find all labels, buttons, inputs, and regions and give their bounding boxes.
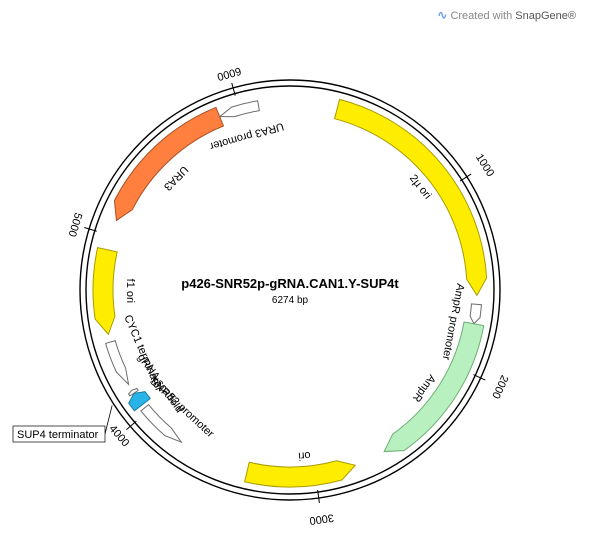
callout: SUP4 terminator [13,405,112,442]
feature-2μ-ori [335,99,487,295]
callout-label: SUP4 terminator [17,429,99,441]
tick-label: 4000 [106,423,131,449]
feature-ori [245,461,356,487]
label-f1-ori: f1 ori [124,279,136,304]
tick-label: 6000 [216,64,243,82]
label-ura3: URA3 [161,163,190,192]
credit-prefix: Created with [450,10,512,22]
plasmid-map: 100020003000400050006000 2µ oriAmpR prom… [5,30,589,530]
plasmid-size: 6274 bp [272,295,309,306]
feature-cyc1-terminator [106,341,129,385]
feature-ura3-promoter [220,101,259,117]
credit-line: ∿ Created with SnapGene® [437,8,576,22]
tick-label: 3000 [309,511,335,526]
feature-ampr-promoter [470,304,481,324]
label-ori: ori [298,449,311,462]
center-text: p426-SNR52p-gRNA.CAN1.Y-SUP4t 6274 bp [181,276,399,306]
plasmid-title: p426-SNR52p-gRNA.CAN1.Y-SUP4t [181,276,399,291]
credit-brand: SnapGene [515,10,568,22]
tick-label: 5000 [65,211,84,238]
feature-ura3 [114,107,223,220]
feature-arrows [93,99,487,487]
feature-f1-ori [93,248,117,335]
tick-label: 1000 [473,152,496,179]
tick-label: 2000 [489,373,510,400]
credit-reg: ® [568,10,576,22]
credit-logo-icon: ∿ [437,8,447,22]
